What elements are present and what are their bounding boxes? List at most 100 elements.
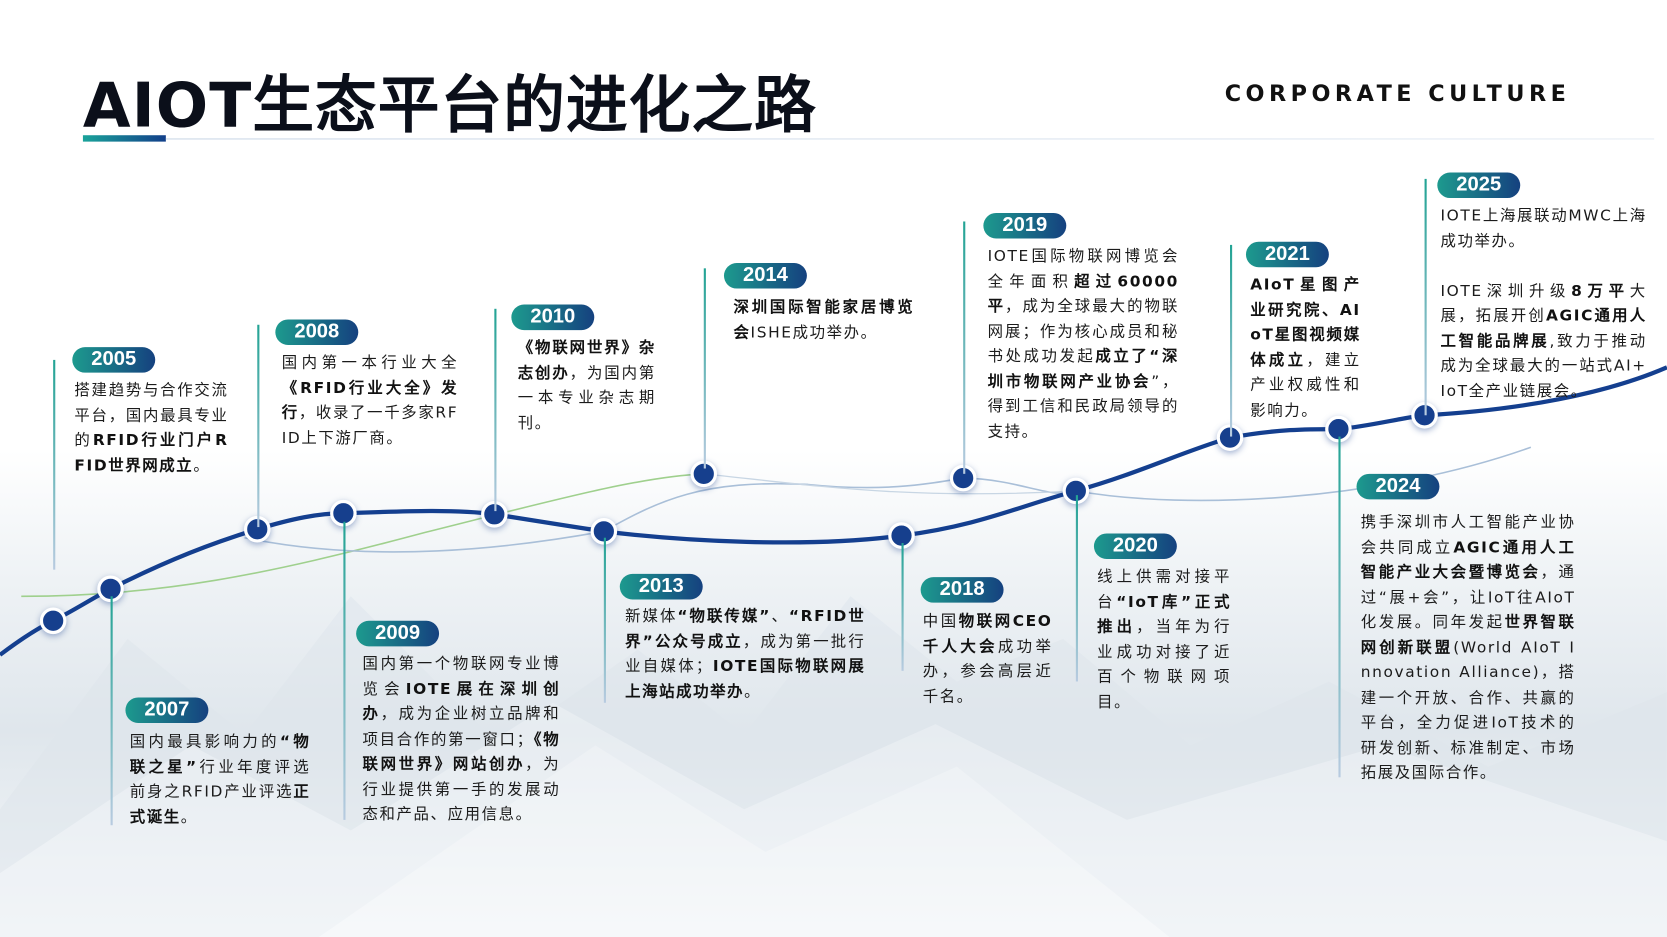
text-segment: ,致力于推动成为全球最大的一站式AI+IoT全产业链展会。: [1440, 332, 1647, 400]
highlight-text: RFID行业门户RFID世界网成立: [74, 432, 229, 475]
year-badge-2007: 2007: [125, 697, 209, 723]
event-description-2018: 中国物联网CEO千人大会成功举办，参会高层近千名。: [923, 610, 1053, 710]
event-description-2025: IOTE上海展联动MWC上海成功举办。 IOTE深圳升级8万平大展，拓展开创AGI…: [1441, 204, 1647, 404]
timeline-node-2021: [1216, 424, 1244, 451]
year-badge-2020: 2020: [1093, 533, 1177, 560]
text-segment: ”，得到工信和民政局领导的支持。: [987, 373, 1179, 441]
timeline-node-2005: [39, 607, 67, 635]
text-segment: 。: [193, 457, 211, 475]
event-description-2009: 国内第一个物联网专业博览会IOTE展在深圳创办，成为企业树立品牌和项目合作的第一…: [363, 653, 561, 828]
event-description-2008: 国内第一本行业大全《RFID行业大全》发行，收录了一千多家RFID上下游厂商。: [282, 351, 458, 451]
snow-mountains: [0, 596, 1667, 937]
text-segment: ，建立产业权威性和影响力。: [1250, 351, 1361, 419]
event-description-2014: 深圳国际智能家居博览会ISHE成功举办。: [734, 296, 915, 346]
event-description-2007: 国内最具影响力的“物联之星”行业年度评选前身之RFID产业评选正式诞生。: [130, 730, 311, 830]
event-connector-line: [494, 308, 497, 512]
text-segment: 新媒体: [625, 608, 678, 626]
event-description-2020: 线上供需对接平台“IoT库”正式推出，当年为行业成功对接了近百个物联网项目。: [1097, 565, 1231, 715]
text-segment: 国内第一个物联网专业博览会: [362, 655, 561, 698]
highlight-text: “IoT库”正式推出: [1097, 593, 1232, 636]
highlight-text: 世界智联网创新联盟: [1360, 614, 1576, 657]
year-badge-2008: 2008: [275, 319, 359, 345]
spacer: [1441, 254, 1647, 279]
title-divider: [165, 138, 1655, 140]
highlight-text: 《物联网世界》网站创办: [362, 730, 561, 774]
text-segment: 成功举办，参会高层近千名。: [922, 638, 1053, 706]
text-segment: 搭建趋势与合作交流平台，国内最具专业的: [74, 382, 229, 450]
highlight-text: 8万平: [1571, 282, 1630, 300]
highlight-text: IOTE国际物联网展上海站成功举办: [625, 658, 866, 701]
event-connector-line: [1075, 495, 1078, 682]
timeline-node-2008: [243, 515, 271, 543]
text-segment: ，当年为行业成功对接了近百个物联网项目。: [1097, 618, 1232, 711]
year-badge-2009: 2009: [356, 620, 440, 647]
title-accent-bar: [82, 135, 166, 142]
page-title: AIOT生态平台的进化之路: [82, 69, 817, 142]
text-segment: ，通过“展+会”，让IoT往AIoT化发展。: [1360, 564, 1576, 632]
event-description-2005: 搭建趋势与合作交流平台，国内最具专业的RFID行业门户RFID世界网成立。: [74, 379, 228, 479]
light-curve-2: [703, 473, 1076, 495]
text-segment: 国内最具影响力的: [129, 733, 280, 751]
highlight-text: IOTE展在深圳创办: [362, 680, 561, 723]
text-segment: ISHE成功举办。: [750, 324, 878, 342]
text-segment: IOTE国际物联网博览会全年面积: [987, 248, 1179, 291]
year-badge-2014: 2014: [723, 263, 807, 289]
page-subtitle: CORPORATE CULTURE: [1224, 80, 1571, 107]
text-segment: ，为行业提供第一手的发展动态和产品、应用信息。: [362, 756, 561, 824]
text-segment: 国内第一本行业大全: [281, 354, 459, 372]
text-segment: ，成为第一批行业自媒体；: [625, 633, 866, 676]
highlight-text: 《物联网世界》杂志创办: [517, 339, 656, 382]
text-segment: ，成为企业树立品牌和项目合作的第一窗口；: [362, 705, 561, 749]
year-badge-2013: 2013: [619, 573, 703, 600]
highlight-text: AGIC通用人工智能产业大会暨博览会: [1360, 539, 1576, 582]
text-segment: 。: [744, 683, 762, 701]
year-badge-2019: 2019: [983, 212, 1067, 239]
event-description-2024: 携手深圳市人工智能产业协会共同成立AGIC通用人工智能产业大会暨博览会，通过“展…: [1361, 511, 1576, 786]
text-segment: 同年发起: [1432, 614, 1505, 632]
text-segment: 。: [180, 808, 198, 826]
year-badge-2005: 2005: [72, 347, 156, 373]
timeline-node-2018: [888, 522, 915, 549]
text-segment: ，成为全球最大的物联网展；作为核心成员和秘书处成功发起: [987, 298, 1179, 366]
text-segment: 大展，拓展开创: [1440, 282, 1647, 325]
event-connector-line: [1230, 244, 1233, 437]
event-description-2019: IOTE国际物联网博览会全年面积超过60000平，成为全球最大的物联网展；作为核…: [988, 245, 1179, 445]
text-segment: ，为国内第一本专业杂志期刊。: [517, 364, 656, 432]
event-connector-line: [1424, 178, 1427, 416]
event-connector-line: [110, 596, 113, 826]
highlight-text: 正式诞生: [129, 783, 311, 826]
light-curve-1: [244, 446, 1532, 553]
year-badge-2010: 2010: [511, 304, 595, 331]
green-curve: [21, 473, 704, 598]
text-segment: 携手深圳市人工智能产业协会共同成立: [1360, 514, 1576, 557]
year-badge-2018: 2018: [920, 577, 1004, 603]
event-connector-line: [603, 537, 606, 703]
timeline-node-2014: [690, 460, 718, 488]
highlight-text: AIoT星图产业研究院、AIoT星图视频媒体成立: [1250, 276, 1361, 369]
event-connector-line: [53, 359, 56, 570]
timeline-node-2007: [97, 575, 124, 603]
highlight-text: AGIC通用人工智能品牌展: [1440, 307, 1647, 350]
highlight-text: 成立了“深圳市物联网产业协会: [987, 348, 1179, 391]
event-connector-line: [1338, 436, 1341, 778]
event-connector-line: [901, 543, 904, 671]
text-segment: 中国: [922, 613, 959, 631]
year-badge-2021: 2021: [1245, 241, 1329, 268]
highlight-text: “RFID世界”公众号成立: [625, 608, 866, 651]
text-segment: 行业年度评选前身之RFID产业评选: [129, 758, 311, 801]
text-segment: (World AIoT Innovation Alliance)，搭建一个开放、…: [1360, 639, 1576, 782]
event-description-2021: AIoT星图产业研究院、AIoT星图视频媒体成立，建立产业权威性和影响力。: [1250, 274, 1361, 424]
text-segment: 线上供需对接平台: [1097, 568, 1232, 611]
highlight-text: 超过60000平: [987, 273, 1179, 316]
year-badge-2024: 2024: [1356, 473, 1440, 500]
highlight-text: 物联网CEO千人大会: [922, 613, 1053, 656]
text-segment: IOTE深圳升级: [1440, 282, 1572, 300]
event-connector-line: [703, 268, 706, 469]
event-description-2010: 《物联网世界》杂志创办，为国内第一本专业杂志期刊。: [518, 336, 656, 436]
highlight-text: “物联之星”: [129, 733, 311, 776]
event-connector-line: [257, 324, 260, 528]
event-connector-line: [343, 521, 346, 820]
highlight-text: 《RFID行业大全》发行: [281, 379, 459, 422]
